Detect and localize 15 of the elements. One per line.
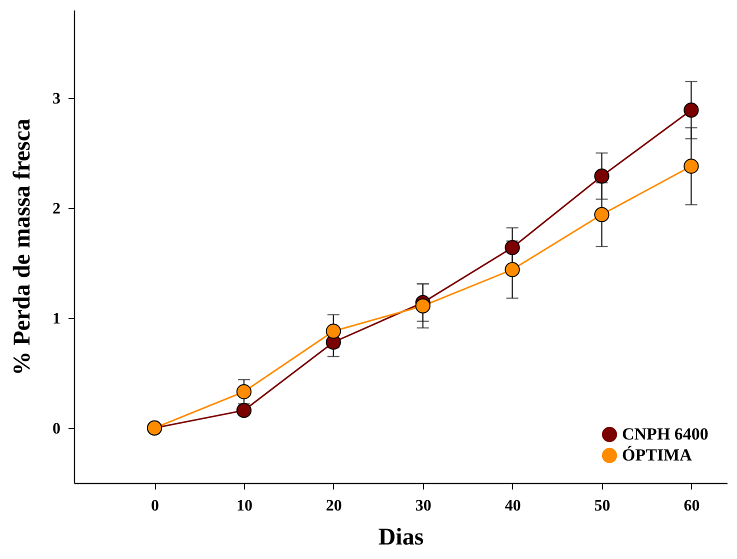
legend-label: CNPH 6400: [622, 424, 708, 444]
x-tick-label: 10: [236, 498, 252, 514]
x-tick-label: 0: [151, 498, 160, 514]
x-axis-title: Dias: [378, 524, 424, 550]
y-axis-title: % Perda de massa fresca: [10, 118, 36, 376]
x-tick-label: 20: [326, 498, 342, 514]
x-tick-label: 50: [594, 498, 610, 514]
y-tick-label: 1: [52, 310, 60, 328]
y-tick-label: 2: [52, 200, 60, 218]
y-tick-label: 3: [52, 90, 60, 108]
legend-label: ÓPTIMA: [622, 446, 693, 464]
x-tick-label: 60: [684, 498, 700, 514]
x-tick-label: 30: [415, 498, 432, 514]
y-tick-label: 0: [52, 420, 60, 438]
x-tick-label: 40: [504, 498, 521, 514]
